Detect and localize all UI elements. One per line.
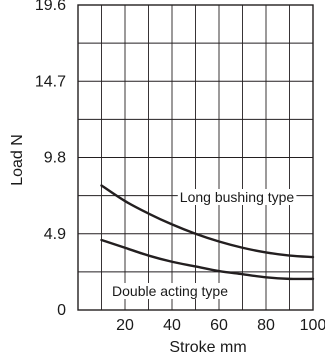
series-labels: Long bushing type Double acting type bbox=[110, 189, 297, 299]
y-tick-label: 14.7 bbox=[35, 73, 66, 90]
grid-lines bbox=[78, 5, 313, 310]
plot-frame bbox=[77, 4, 314, 311]
x-tick-label: 60 bbox=[210, 317, 228, 334]
x-tick-label: 20 bbox=[116, 317, 134, 334]
y-axis-title: Load N bbox=[9, 134, 26, 186]
x-tick-label: 100 bbox=[300, 317, 325, 334]
x-tick-label: 40 bbox=[163, 317, 181, 334]
y-tick-label: 19.6 bbox=[35, 0, 66, 14]
x-tick-label: 80 bbox=[257, 317, 275, 334]
series-label-long-bushing: Long bushing type bbox=[180, 189, 295, 205]
series-label-long-bushing-bg bbox=[177, 189, 297, 205]
series-label-double-acting: Double acting type bbox=[112, 283, 228, 299]
series-line-long-bushing bbox=[100, 184, 315, 259]
y-tick-label: 4.9 bbox=[44, 226, 66, 243]
x-axis-title: Stroke mm bbox=[169, 339, 246, 356]
y-tick-label: 0 bbox=[57, 302, 66, 319]
y-tick-label: 9.8 bbox=[44, 150, 66, 167]
tick-labels: 20 40 60 80 100 0 4.9 9.8 14.7 19.6 bbox=[35, 0, 325, 334]
series-curves bbox=[100, 184, 315, 281]
series-line-double-acting bbox=[100, 238, 315, 281]
series-label-double-acting-bg bbox=[110, 283, 231, 299]
